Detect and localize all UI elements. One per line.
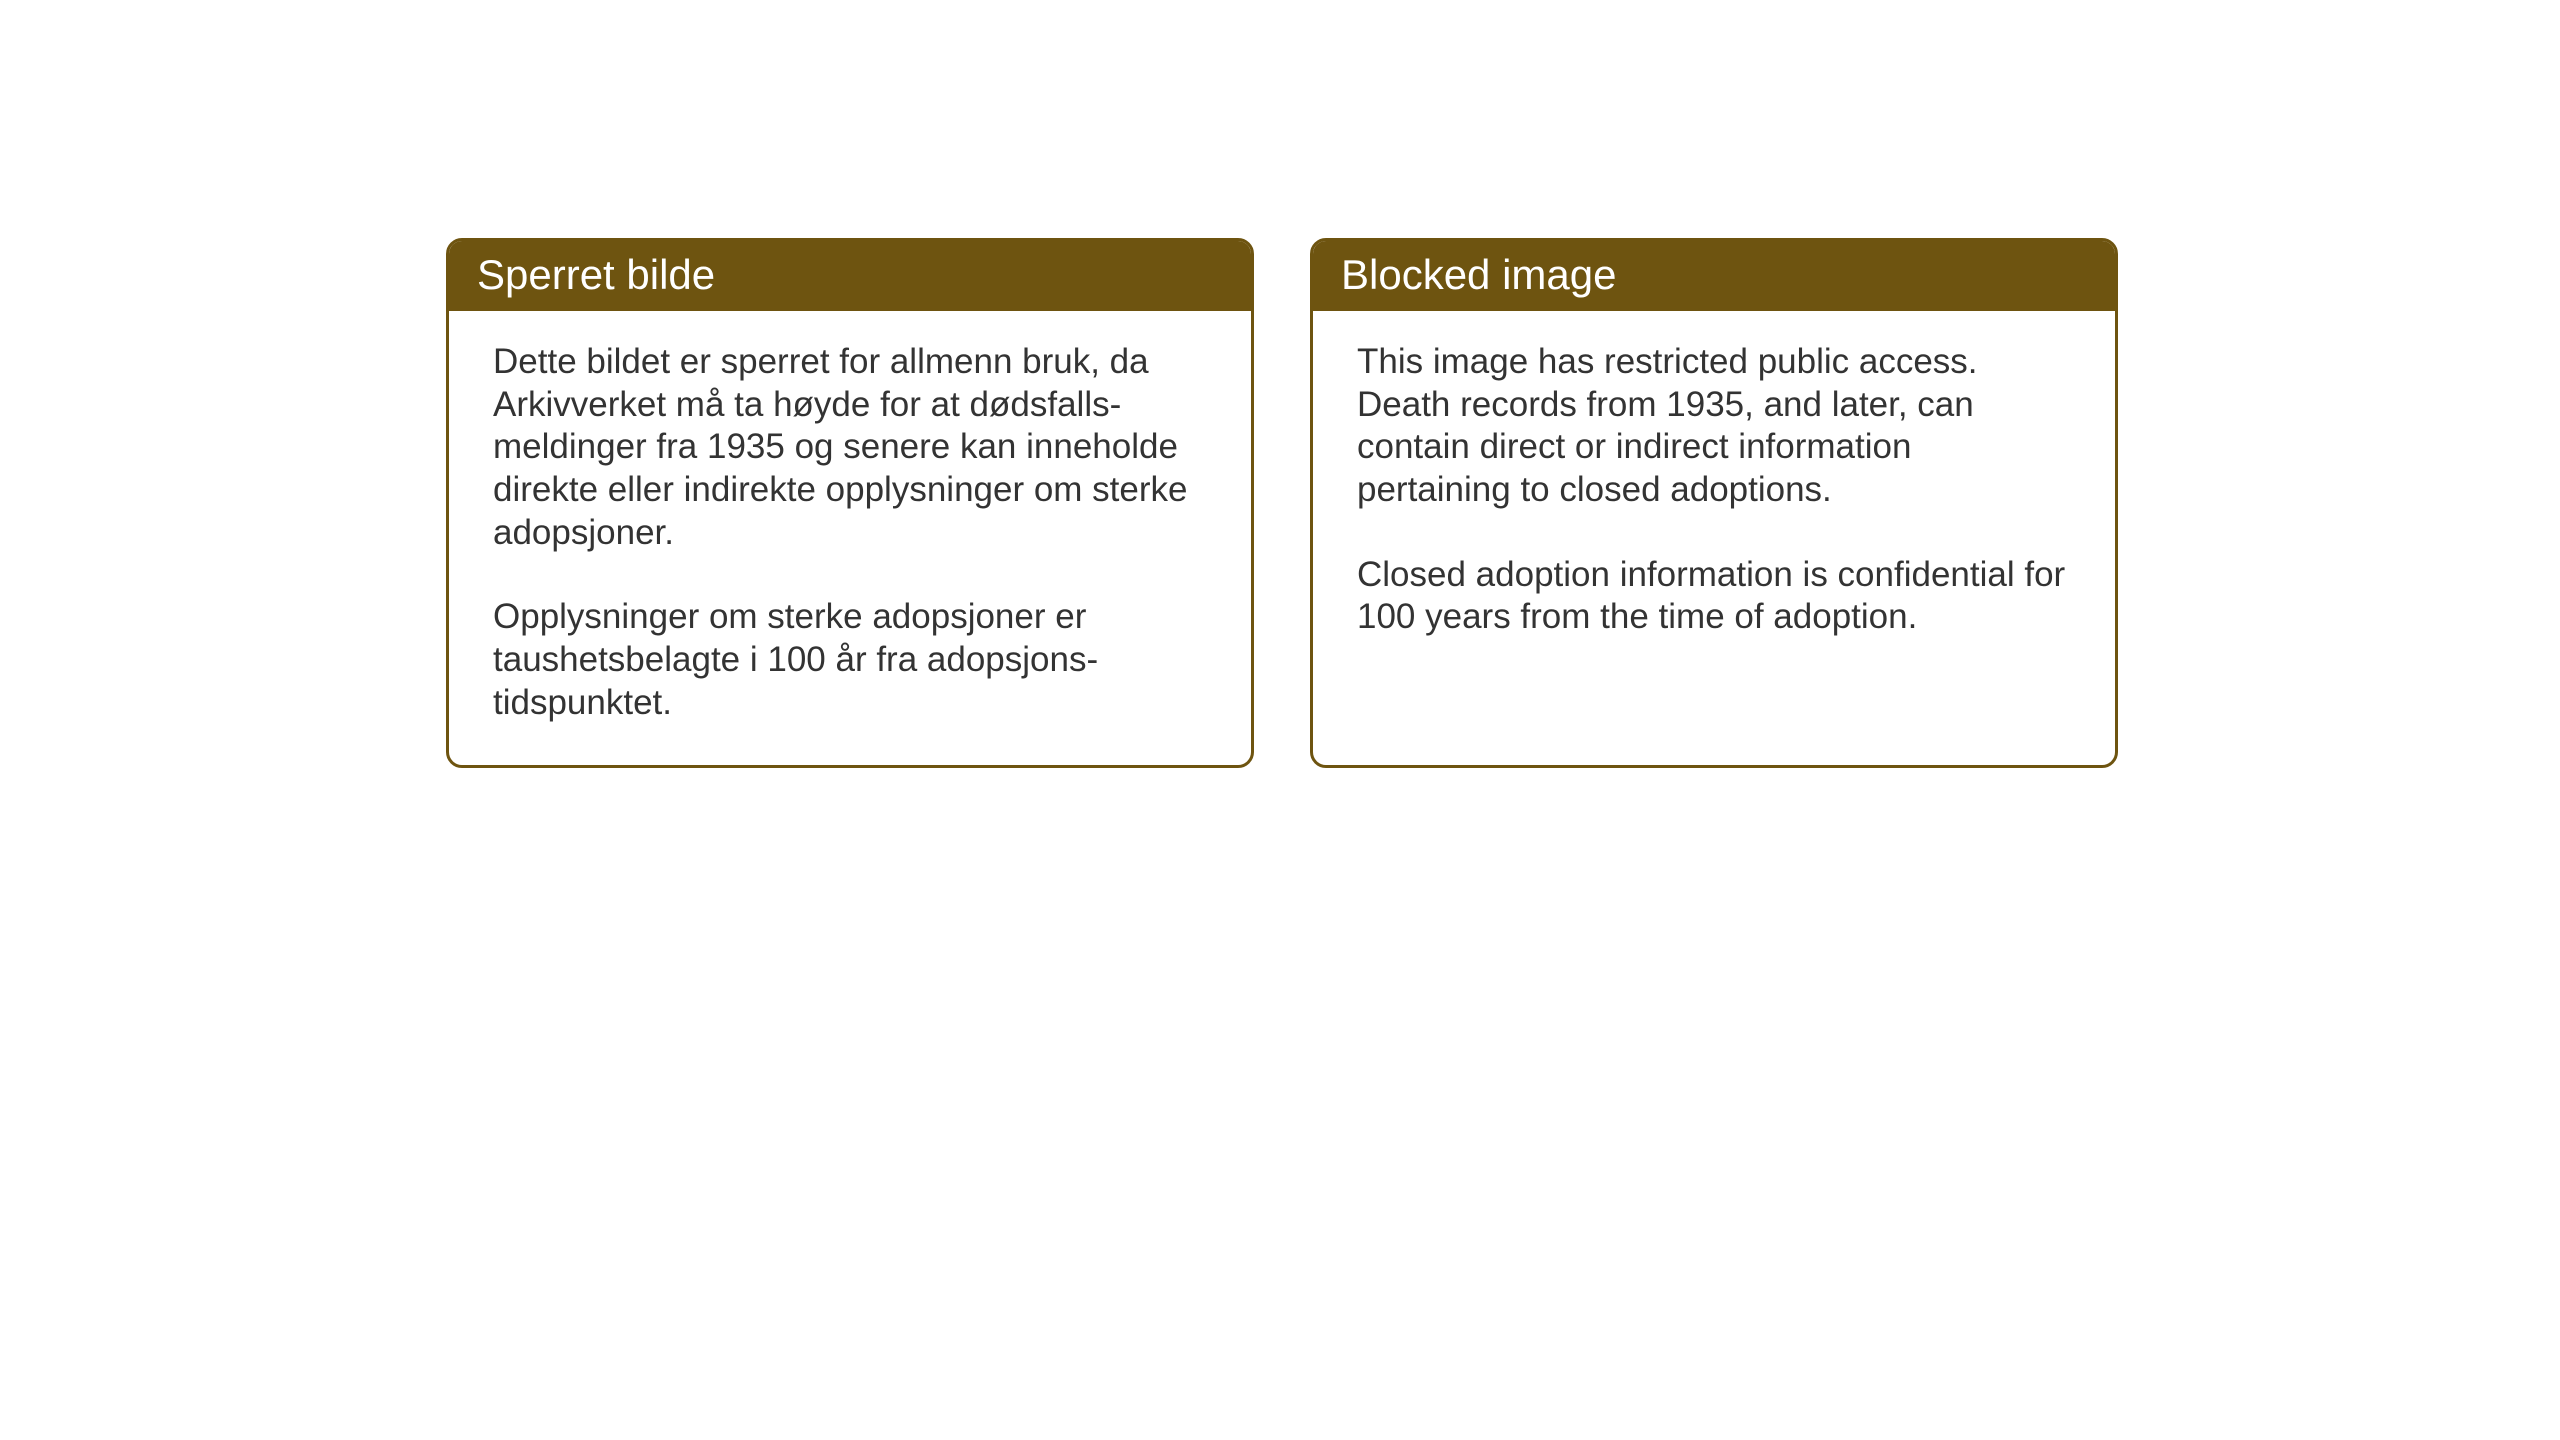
notice-title-norwegian: Sperret bilde	[477, 251, 715, 298]
notice-body-norwegian: Dette bildet er sperret for allmenn bruk…	[449, 311, 1251, 765]
notice-header-norwegian: Sperret bilde	[449, 241, 1251, 311]
notice-paragraph-1-norwegian: Dette bildet er sperret for allmenn bruk…	[493, 341, 1207, 554]
notice-paragraph-2-norwegian: Opplysninger om sterke adopsjoner er tau…	[493, 596, 1207, 724]
notice-body-english: This image has restricted public access.…	[1313, 311, 2115, 679]
notice-title-english: Blocked image	[1341, 251, 1616, 298]
notices-container: Sperret bilde Dette bildet er sperret fo…	[446, 238, 2118, 768]
notice-paragraph-1-english: This image has restricted public access.…	[1357, 341, 2071, 512]
notice-paragraph-2-english: Closed adoption information is confident…	[1357, 554, 2071, 639]
notice-box-norwegian: Sperret bilde Dette bildet er sperret fo…	[446, 238, 1254, 768]
notice-box-english: Blocked image This image has restricted …	[1310, 238, 2118, 768]
notice-header-english: Blocked image	[1313, 241, 2115, 311]
